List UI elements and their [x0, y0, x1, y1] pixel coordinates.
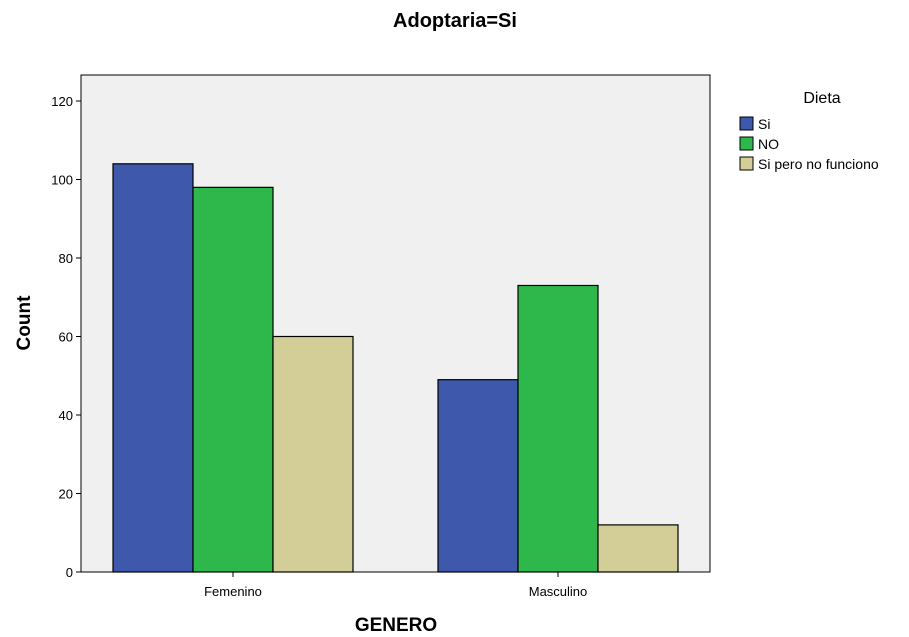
x-tick-label: Masculino — [529, 584, 588, 599]
bar-femenino-2 — [192, 186, 274, 573]
legend-title: Dieta — [803, 90, 840, 107]
legend-label: Si pero no funciono — [758, 156, 879, 172]
legend-swatch — [739, 156, 754, 171]
bar-masculino-3 — [597, 524, 679, 573]
y-tick-label: 100 — [51, 173, 73, 188]
bar-femenino-1 — [112, 163, 194, 573]
bar-femenino-3 — [272, 335, 354, 573]
bars-group — [112, 163, 679, 573]
x-axis: Femenino Masculino — [204, 572, 587, 599]
y-axis: 0 20 40 60 80 100 120 — [51, 94, 81, 580]
legend: Dieta Si NO Si pero no funciono — [739, 90, 879, 172]
chart-title: Adoptaria=Si — [393, 10, 517, 32]
y-tick-label: 60 — [59, 330, 73, 345]
bar-masculino-1 — [437, 379, 519, 573]
x-tick-label: Femenino — [204, 584, 262, 599]
legend-label: NO — [758, 136, 779, 152]
legend-label: Si — [758, 116, 770, 132]
y-tick-label: 80 — [59, 251, 73, 266]
y-tick-label: 20 — [59, 487, 73, 502]
y-tick-label: 120 — [51, 94, 73, 109]
y-axis-label: Count — [14, 295, 35, 351]
y-tick-label: 0 — [66, 565, 73, 580]
x-axis-label: GENERO — [355, 615, 437, 636]
y-tick-label: 40 — [59, 408, 73, 423]
legend-swatch — [739, 136, 754, 151]
legend-swatch — [739, 116, 754, 131]
bar-masculino-2 — [517, 284, 599, 573]
